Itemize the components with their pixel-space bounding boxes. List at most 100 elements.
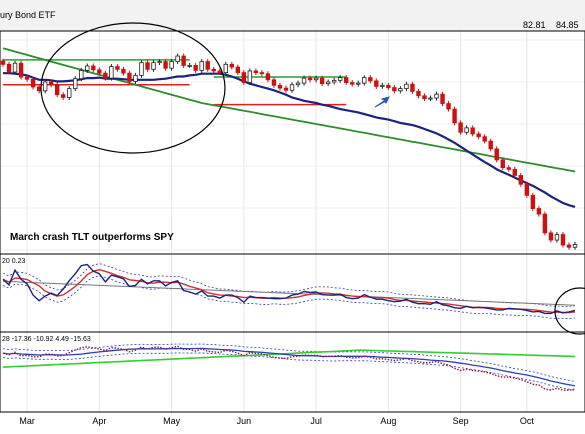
candle-body [157, 61, 162, 64]
indicator2-label: 28 -17.36 -10.92 4.49 -15.63 [2, 336, 91, 343]
candle-body [235, 66, 241, 74]
candle-body [271, 79, 277, 86]
candle-body [536, 208, 542, 215]
candle-body [283, 87, 289, 91]
candle-body [482, 136, 487, 142]
indicator2-line [2, 345, 576, 391]
candle-body [362, 77, 367, 84]
x-tick-label: Aug [380, 416, 396, 426]
candle-body [6, 63, 12, 73]
annotation-text: March crash TLT outperforms SPY [10, 232, 174, 243]
candle-body [488, 140, 493, 150]
candle-body [331, 79, 337, 83]
indicator2-lines [2, 343, 576, 391]
candle-body [193, 65, 198, 71]
candle-body [79, 69, 84, 80]
candle-body [440, 93, 445, 104]
candle-body [181, 55, 186, 66]
candle-body [211, 68, 216, 72]
short-moving-average [3, 72, 576, 208]
candle-body [163, 61, 168, 69]
candle-body [67, 88, 72, 98]
candle-body [223, 63, 228, 74]
candle-body [36, 86, 42, 92]
x-tick-label: Jul [310, 416, 322, 426]
candle-body [572, 244, 578, 248]
candle-body [0, 60, 6, 65]
candle-body [265, 73, 271, 81]
candle-body [512, 168, 517, 176]
candle-body [145, 62, 150, 70]
candle-body [151, 62, 156, 70]
candle-body [374, 80, 379, 87]
x-tick-label: Sep [453, 416, 469, 426]
indicator1-lower-band [2, 275, 576, 320]
candle-body [319, 77, 325, 85]
candle-body [434, 93, 439, 99]
x-tick-label: Apr [92, 416, 106, 426]
candle-body [187, 65, 192, 67]
candle-body [247, 70, 253, 83]
candle-body [458, 122, 463, 133]
indicator1-reference-line [2, 280, 576, 306]
candle-body [109, 66, 114, 79]
candle-body [428, 97, 433, 100]
candle-body [133, 74, 138, 82]
x-tick-label: Jun [237, 416, 252, 426]
candle-body [30, 78, 36, 88]
candle-body [241, 72, 247, 83]
candle-body [350, 82, 355, 85]
candle-body [524, 183, 530, 196]
candle-body [392, 87, 397, 92]
candle-body [518, 174, 524, 185]
candle-body [422, 95, 427, 99]
candle-body [368, 77, 373, 82]
highlight-circle [554, 287, 585, 335]
chart-title: ury Bond ETF [0, 10, 56, 20]
candle-body [253, 70, 259, 74]
candle-body [97, 69, 102, 74]
indicator1-lines [2, 263, 576, 320]
candle-body [542, 213, 548, 234]
trend-arrow [374, 96, 390, 108]
candle-body [115, 66, 120, 70]
candle-body [229, 63, 234, 68]
candle-body [175, 55, 180, 62]
candle-body [91, 65, 96, 71]
candle-body [259, 72, 265, 75]
candle-body [530, 194, 536, 209]
candle-body [566, 244, 572, 248]
indicator2-average-line [2, 347, 576, 387]
candle-body [416, 90, 421, 97]
candle-body [313, 77, 319, 81]
long-moving-average [2, 47, 576, 173]
x-axis-ticks: Mar Apr May Jun Jul Aug Sep Oct [19, 416, 534, 426]
candle-body [169, 61, 174, 69]
candle-body [404, 83, 409, 90]
candle-body [301, 77, 307, 84]
x-tick-label: Oct [520, 416, 535, 426]
candle-body [48, 81, 54, 86]
candle-body [494, 148, 499, 161]
candle-body [337, 77, 343, 81]
candle-body [386, 84, 391, 88]
candle-body [103, 72, 108, 79]
candle-body [54, 84, 60, 96]
candle-body [548, 232, 554, 241]
candle-body [277, 84, 283, 89]
grid [0, 31, 585, 412]
candle-body [289, 84, 295, 91]
indicator1-line [2, 263, 576, 315]
highlight-ellipse [40, 22, 226, 154]
candle-body [307, 77, 313, 81]
candle-body [24, 76, 30, 80]
moving-average-lines [2, 47, 576, 208]
candle-body [199, 61, 204, 71]
x-tick-label: May [163, 416, 181, 426]
candle-body [380, 84, 385, 87]
candle-body [506, 167, 511, 170]
candle-body [205, 61, 210, 70]
candle-body [295, 82, 301, 86]
candle-body [554, 234, 560, 241]
candle-body [42, 81, 48, 92]
